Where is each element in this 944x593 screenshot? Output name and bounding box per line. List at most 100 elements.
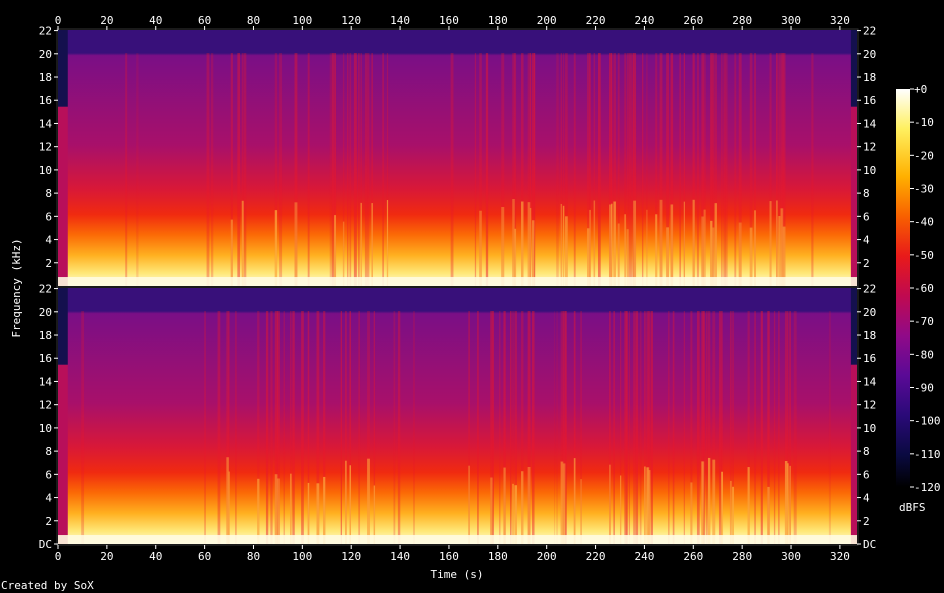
x-tick-label-top: 280: [732, 14, 752, 27]
transient-streak: [276, 311, 280, 544]
transient-streak: [503, 311, 506, 544]
transient-streak: [589, 209, 591, 286]
transient-streak: [787, 311, 789, 544]
transient-streak: [527, 466, 531, 544]
transient-streak: [204, 311, 206, 544]
transient-streak: [340, 311, 342, 544]
x-tick-label-top: 160: [439, 14, 459, 27]
transient-streak: [573, 311, 576, 544]
transient-streak: [639, 311, 642, 544]
transient-streak: [345, 311, 347, 544]
transient-streak: [290, 473, 292, 544]
y-tick-label-left: 8: [45, 445, 52, 458]
transient-streak: [617, 223, 620, 286]
transient-streak: [626, 311, 628, 544]
transient-streak: [633, 200, 637, 286]
x-tick-label-bottom: 240: [634, 550, 654, 563]
x-tick-label-bottom: 160: [439, 550, 459, 563]
x-tick-label-top: 180: [488, 14, 508, 27]
transient-streak: [206, 53, 210, 286]
x-tick-label-top: 200: [537, 14, 557, 27]
transient-streak: [274, 53, 278, 286]
transient-streak: [646, 209, 648, 286]
transient-streak: [749, 227, 753, 286]
transient-streak: [501, 207, 505, 286]
transient-streak: [512, 53, 516, 286]
transient-streak: [587, 53, 590, 286]
silence-band: [58, 106, 68, 286]
transient-streak: [512, 311, 514, 544]
x-tick-label-bottom: 20: [100, 550, 113, 563]
y-tick-label-left: 18: [39, 71, 52, 84]
transient-streak: [512, 483, 514, 544]
transient-streak: [371, 53, 373, 286]
y-axis-label: Frequency (kHz): [10, 238, 23, 337]
transient-streak: [323, 311, 326, 544]
transient-streak: [721, 53, 723, 286]
colorbar-tick-label: -50: [914, 249, 934, 262]
y-tick-label-right: 8: [863, 445, 870, 458]
x-tick-label-top: 60: [198, 14, 211, 27]
transient-streak: [562, 53, 565, 286]
transient-streak: [760, 311, 763, 544]
transient-streak: [492, 311, 494, 544]
transient-streak: [597, 53, 601, 286]
transient-streak: [782, 226, 786, 286]
transient-streak: [373, 311, 376, 544]
x-tick-label-bottom: 100: [292, 550, 312, 563]
silence-band: [850, 288, 857, 365]
y-tick-label-right: DC: [863, 538, 876, 551]
transient-streak: [787, 463, 789, 544]
transient-streak: [521, 53, 524, 286]
transient-streak: [780, 208, 784, 286]
transient-streak: [276, 478, 280, 544]
transient-streak: [241, 200, 244, 286]
transient-streak: [776, 53, 778, 286]
y-tick-label-left: 22: [39, 283, 52, 296]
transient-streak: [347, 53, 349, 286]
y-tick-label-left: 12: [39, 141, 52, 154]
transient-streak: [290, 311, 292, 544]
low-frequency-band: [58, 535, 857, 544]
transient-streak: [573, 53, 576, 286]
transient-streak: [349, 465, 351, 544]
transient-streak: [345, 460, 347, 544]
x-tick-label-bottom: 180: [488, 550, 508, 563]
x-tick-label-top: 40: [149, 14, 162, 27]
transient-streak: [301, 311, 304, 544]
y-tick-label-left: 10: [39, 164, 52, 177]
transient-streak: [521, 201, 524, 286]
transient-streak: [274, 311, 278, 544]
transient-streak: [646, 311, 650, 544]
transient-streak: [701, 216, 704, 286]
silence-band: [58, 288, 68, 365]
transient-streak: [560, 53, 563, 286]
transient-streak: [503, 467, 506, 544]
transient-streak: [226, 311, 230, 544]
transient-streak: [353, 53, 357, 286]
transient-streak: [633, 53, 637, 286]
spectrogram-channels: [58, 30, 857, 544]
transient-streak: [635, 311, 639, 544]
transient-streak: [382, 53, 384, 286]
colorbar: +0 -10 -20 -30 -40 -50 -60 -70 -80 -90 -100 -110 -12…: [896, 83, 941, 514]
y-tick-label-left: 8: [45, 187, 52, 200]
x-tick-label-top: 260: [683, 14, 703, 27]
x-tick-label-top: 220: [586, 14, 606, 27]
y-tick-label-right: 2: [863, 257, 870, 270]
transient-streak: [485, 53, 489, 286]
transient-streak: [683, 201, 686, 286]
y-tick-label-right: 2: [863, 515, 870, 528]
colorbar-tick-label: -30: [914, 183, 934, 196]
y-tick-label-left: 10: [39, 422, 52, 435]
transient-streak: [683, 53, 686, 286]
y-tick-label-left: 4: [45, 492, 52, 505]
transient-streak: [754, 311, 757, 544]
transient-streak: [241, 53, 244, 286]
transient-streak: [690, 311, 693, 544]
transient-streak: [782, 53, 786, 286]
spectrum-base: [58, 288, 857, 544]
transient-streak: [608, 204, 612, 286]
transient-streak: [828, 311, 831, 544]
transient-streak: [413, 311, 415, 544]
